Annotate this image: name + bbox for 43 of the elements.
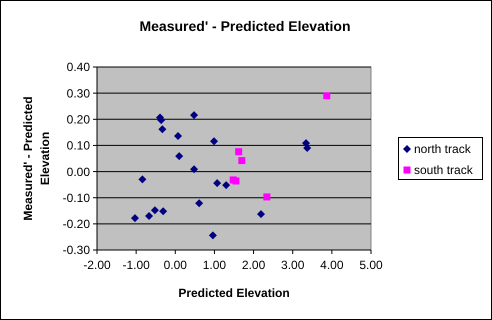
legend-label: north track — [414, 142, 472, 156]
chart-title: Measured' - Predicted Elevation — [139, 18, 351, 34]
point — [208, 231, 217, 240]
point — [303, 144, 312, 152]
point — [150, 206, 159, 214]
x-axis-title: Predicted Elevation — [178, 286, 290, 300]
point — [138, 175, 146, 184]
y-tick-label: 0.00 — [66, 164, 90, 179]
point — [257, 210, 266, 218]
point — [158, 125, 166, 134]
point — [130, 214, 139, 222]
point — [174, 132, 182, 140]
point — [190, 111, 198, 120]
point — [263, 193, 270, 200]
y-tick-label: -0.20 — [62, 217, 90, 232]
legend-label: south track — [414, 163, 474, 178]
point — [222, 181, 230, 190]
point — [210, 137, 218, 146]
x-tick-label: 4.00 — [320, 258, 344, 272]
x-tick-label: 3.00 — [281, 258, 305, 272]
point — [323, 92, 330, 100]
y-tick-label: 0.40 — [66, 60, 90, 74]
y-tick-label: 0.10 — [66, 138, 90, 153]
y-tick-label: 0.30 — [66, 86, 90, 100]
x-tick-label: 2.00 — [242, 258, 266, 272]
point — [213, 179, 222, 188]
y-tick-label: -0.30 — [62, 243, 90, 258]
point — [190, 165, 198, 174]
point — [159, 207, 168, 216]
point — [145, 212, 154, 220]
point — [235, 148, 242, 156]
x-tick-label: 1.00 — [202, 258, 226, 272]
point — [195, 199, 204, 208]
point — [175, 152, 184, 160]
point — [238, 157, 246, 164]
x-tick-label: -1.00 — [122, 258, 150, 272]
point — [232, 177, 240, 184]
y-tick-label: 0.20 — [66, 112, 90, 126]
x-tick-label: 5.00 — [359, 258, 383, 272]
y-tick-label: -0.10 — [62, 190, 90, 205]
x-tick-label: -2.00 — [83, 258, 111, 272]
x-tick-label: 0.00 — [164, 258, 188, 272]
y-axis-title: Measured' - Predicted Elevation — [21, 96, 52, 221]
